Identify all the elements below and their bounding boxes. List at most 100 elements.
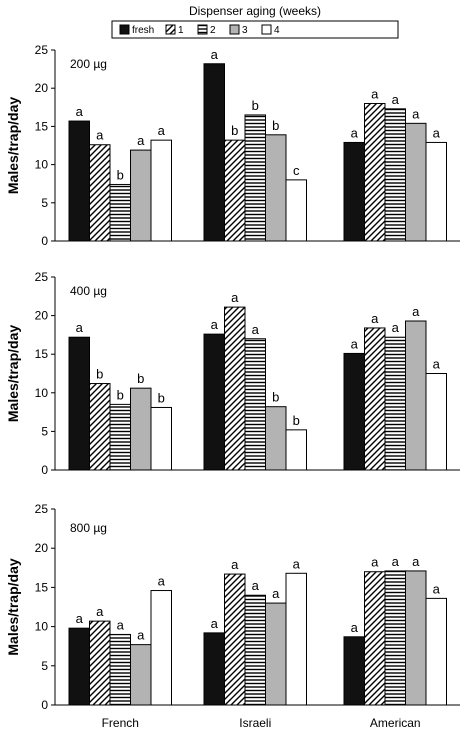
bar-israeli-1 [224,306,246,471]
bar-french-1 [89,620,111,706]
significance-letter: a [293,556,301,571]
bar-french-3 [130,644,152,706]
significance-letter: a [137,133,145,148]
bar-israeli-2 [244,338,266,471]
bar-american-3 [405,570,427,706]
significance-letter: a [371,86,379,101]
panel-dose-label: 200 µg [70,57,107,71]
bar-israeli-2 [244,594,266,706]
significance-letter: a [412,554,420,569]
significance-letter: a [211,47,219,62]
bar-american-1 [364,102,386,242]
y-tick-label: 15 [35,347,49,361]
y-tick-label: 10 [35,620,49,634]
significance-letter: a [231,557,239,572]
legend-title: Dispenser aging (weeks) [189,4,321,18]
bar-american-3 [405,320,427,471]
legend-label-3: 3 [242,25,248,36]
y-tick-label: 15 [35,119,49,133]
bar-israeli-fresh [203,333,225,471]
bar-french-2 [109,633,131,706]
legend-entry-1: 1 [165,24,184,36]
bar-american-1 [364,327,386,471]
bar-israeli-4 [285,572,307,706]
legend-label-1: 1 [178,25,184,36]
bar-french-2 [109,183,131,242]
bar-israeli-1 [224,139,246,242]
legend-label-4: 4 [274,25,280,36]
bar-israeli-fresh [203,632,225,706]
significance-letter: a [211,616,219,631]
bar-american-2 [384,336,406,471]
y-axis-label: Males/trap/day [5,325,21,422]
legend-box [111,20,399,39]
significance-letter: a [412,304,420,319]
significance-letter: b [117,387,124,402]
legend-swatch-fresh [119,24,130,35]
significance-letter: a [392,320,400,335]
bar-french-1 [89,144,111,242]
bar-american-4 [425,141,447,242]
legend-label-fresh: fresh [132,25,154,36]
significance-letter: a [392,554,400,569]
significance-letter: a [412,106,420,121]
legend-swatch-2 [197,24,208,35]
y-tick-label: 25 [35,270,49,284]
category-label-american: American [370,716,421,730]
significance-letter: a [351,336,359,351]
significance-letter: b [158,390,165,405]
significance-letter: b [137,371,144,386]
bar-american-3 [405,122,427,242]
significance-letter: b [231,123,238,138]
significance-letter: b [117,167,124,182]
significance-letter: b [96,367,103,382]
legend-entry-4: 4 [261,24,280,36]
y-tick-label: 0 [41,463,48,477]
y-tick-label: 25 [35,43,49,57]
y-tick-label: 5 [41,424,48,438]
legend-label-2: 2 [210,25,216,36]
bar-french-4 [150,590,172,706]
bar-israeli-3 [265,406,287,471]
bar-french-1 [89,383,111,471]
y-tick-label: 20 [35,541,49,555]
bar-american-fresh [343,352,365,471]
legend-swatch-3 [229,24,240,35]
significance-letter: a [211,317,219,332]
significance-letter: a [252,322,260,337]
significance-letter: a [96,604,104,619]
significance-letter: c [293,163,300,178]
legend-entry-3: 3 [229,24,248,36]
significance-letter: a [158,123,166,138]
legend-entry-fresh: fresh [119,24,154,36]
y-tick-label: 20 [35,309,49,323]
bar-israeli-3 [265,134,287,242]
significance-letter: a [351,125,359,140]
significance-letter: a [371,311,379,326]
panel-dose-label: 800 µg [70,521,107,535]
significance-letter: a [231,290,239,305]
bar-french-3 [130,387,152,471]
bar-israeli-4 [285,429,307,471]
bar-french-4 [150,406,172,471]
significance-letter: a [433,357,441,372]
significance-letter: a [351,620,359,635]
legend-swatch-1 [165,24,176,35]
significance-letter: a [137,628,145,643]
significance-letter: b [272,118,279,133]
legend-swatch-4 [261,24,272,35]
significance-letter: b [272,390,279,405]
y-tick-label: 10 [35,158,49,172]
bar-french-fresh [68,120,90,242]
y-tick-label: 5 [41,659,48,673]
category-label-french: French [102,716,139,730]
y-tick-label: 20 [35,81,49,95]
bar-french-2 [109,403,131,471]
bar-american-2 [384,108,406,242]
significance-letter: a [371,555,379,570]
